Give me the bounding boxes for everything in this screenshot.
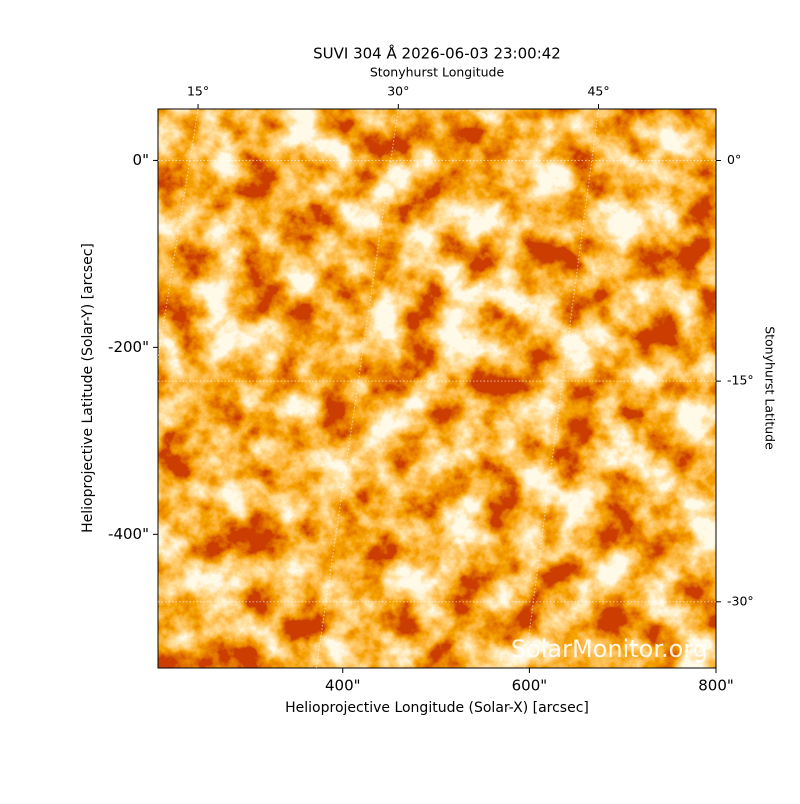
watermark: SolarMonitor.org — [511, 635, 708, 663]
plot-frame — [157, 108, 717, 669]
x2-tick-label: 45° — [587, 84, 609, 99]
x-tick-label: 400" — [325, 677, 361, 695]
x-tick-label: 800" — [698, 677, 734, 695]
y2-tick-label: 0° — [727, 152, 741, 167]
grid-line — [524, 109, 600, 668]
y2-tick-label: -15° — [727, 373, 754, 388]
y-tick-label: 0" — [133, 151, 149, 169]
y2-axis-label: Stonyhurst Latitude — [763, 326, 778, 450]
y-axis-label: Helioprojective Latitude (Solar-Y) [arcs… — [80, 243, 96, 533]
x2-axis-label: Stonyhurst Longitude — [370, 65, 505, 80]
x2-tick-label: 30° — [387, 84, 409, 99]
solar-image — [158, 109, 716, 668]
chart-title: SUVI 304 Å 2026-06-03 23:00:42 — [313, 44, 561, 63]
x2-tick-label: 15° — [187, 84, 209, 99]
x-tick-label: 600" — [512, 677, 548, 695]
x-axis-label: Helioprojective Longitude (Solar-X) [arc… — [285, 700, 589, 716]
y-tick-label: -400" — [108, 525, 149, 543]
y-tick-label: -200" — [108, 338, 149, 356]
y2-tick-label: -30° — [727, 593, 754, 608]
